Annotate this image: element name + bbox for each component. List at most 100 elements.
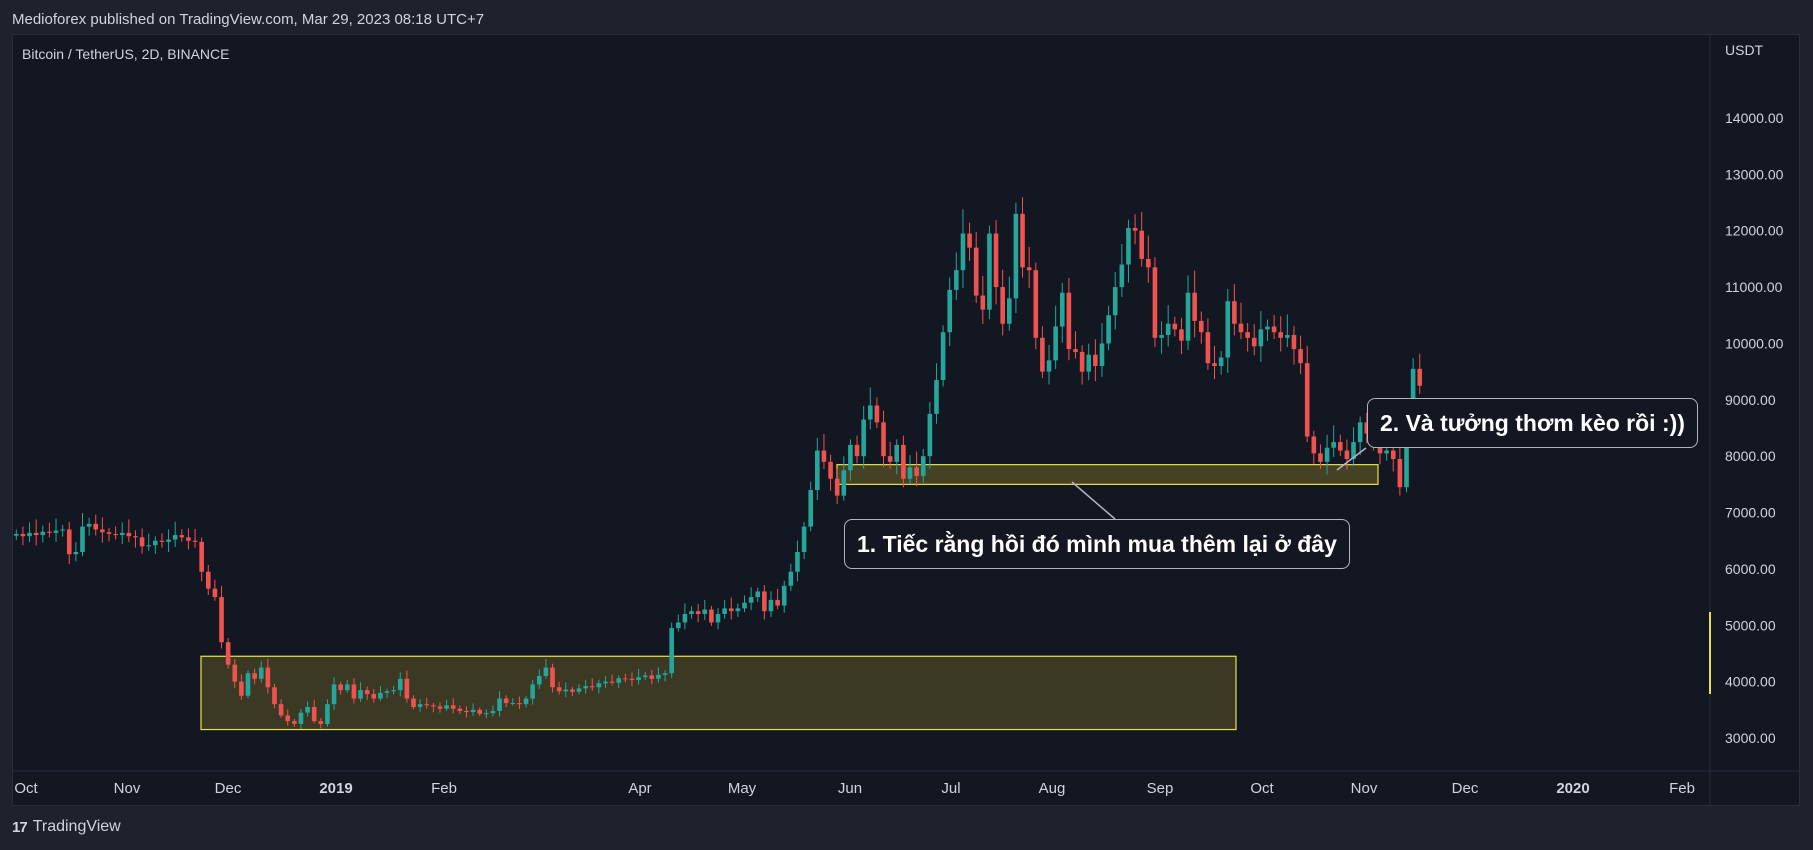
candle[interactable] bbox=[1271, 314, 1277, 340]
candle[interactable] bbox=[60, 524, 65, 537]
candle[interactable] bbox=[517, 696, 522, 710]
candle[interactable] bbox=[364, 686, 370, 701]
candle[interactable] bbox=[662, 670, 668, 682]
candle[interactable] bbox=[735, 603, 741, 618]
candle[interactable] bbox=[1232, 284, 1237, 336]
candle[interactable] bbox=[272, 683, 277, 709]
candle[interactable] bbox=[1265, 319, 1270, 341]
candle[interactable] bbox=[1046, 345, 1052, 385]
candle[interactable] bbox=[583, 679, 588, 694]
candle[interactable] bbox=[556, 681, 562, 695]
candle[interactable] bbox=[934, 363, 939, 424]
candle[interactable] bbox=[1139, 211, 1144, 267]
candle[interactable] bbox=[1331, 425, 1336, 457]
candle[interactable] bbox=[576, 684, 582, 695]
axis-currency-label[interactable]: USDT bbox=[1725, 42, 1764, 58]
candle[interactable] bbox=[795, 540, 800, 582]
candle[interactable] bbox=[728, 597, 734, 620]
candle[interactable] bbox=[616, 675, 622, 689]
candle[interactable] bbox=[1146, 235, 1151, 283]
candle[interactable] bbox=[205, 565, 211, 596]
candle[interactable] bbox=[133, 530, 138, 548]
candle[interactable] bbox=[192, 529, 198, 548]
candle[interactable] bbox=[232, 658, 238, 688]
candle[interactable] bbox=[371, 688, 377, 703]
candle[interactable] bbox=[1119, 243, 1125, 298]
candle[interactable] bbox=[1198, 311, 1204, 344]
candle[interactable] bbox=[1357, 416, 1363, 456]
candle[interactable] bbox=[1324, 434, 1330, 475]
candle[interactable] bbox=[596, 679, 602, 694]
candle[interactable] bbox=[166, 529, 171, 553]
candle[interactable] bbox=[1093, 339, 1098, 382]
candle[interactable] bbox=[1238, 302, 1244, 340]
candle[interactable] bbox=[159, 533, 165, 548]
candle[interactable] bbox=[510, 698, 516, 706]
candle[interactable] bbox=[1079, 345, 1085, 385]
candle[interactable] bbox=[1205, 318, 1211, 370]
candle[interactable] bbox=[1112, 272, 1118, 330]
candle[interactable] bbox=[126, 519, 132, 543]
candle[interactable] bbox=[1033, 262, 1039, 350]
candle[interactable] bbox=[1417, 353, 1423, 395]
candle[interactable] bbox=[828, 454, 833, 491]
candle[interactable] bbox=[1040, 326, 1045, 379]
candle[interactable] bbox=[563, 682, 569, 698]
candle[interactable] bbox=[682, 603, 688, 630]
candle[interactable] bbox=[543, 658, 549, 679]
candle[interactable] bbox=[318, 718, 324, 729]
candle[interactable] bbox=[119, 522, 125, 545]
candle[interactable] bbox=[815, 437, 820, 501]
candle[interactable] bbox=[1126, 219, 1131, 283]
candle[interactable] bbox=[1106, 305, 1111, 351]
candle[interactable] bbox=[258, 660, 264, 683]
candle[interactable] bbox=[967, 222, 972, 261]
candle[interactable] bbox=[1225, 289, 1231, 373]
candle[interactable] bbox=[1344, 439, 1350, 470]
candle[interactable] bbox=[1086, 343, 1092, 381]
candle[interactable] bbox=[239, 674, 244, 700]
candle[interactable] bbox=[629, 672, 635, 687]
candle[interactable] bbox=[1245, 322, 1250, 352]
candle[interactable] bbox=[874, 397, 880, 429]
candle[interactable] bbox=[1099, 323, 1105, 377]
candle[interactable] bbox=[245, 670, 251, 699]
candle[interactable] bbox=[437, 702, 443, 713]
candle[interactable] bbox=[20, 526, 26, 546]
candle[interactable] bbox=[113, 526, 118, 540]
candle[interactable] bbox=[325, 699, 330, 727]
candle[interactable] bbox=[1172, 316, 1178, 337]
candle[interactable] bbox=[411, 695, 416, 710]
candle[interactable] bbox=[153, 536, 158, 554]
candle[interactable] bbox=[821, 434, 827, 469]
candle[interactable] bbox=[219, 585, 224, 649]
candle[interactable] bbox=[1364, 412, 1370, 444]
candle[interactable] bbox=[881, 410, 886, 468]
candle[interactable] bbox=[40, 525, 46, 543]
candle[interactable] bbox=[1020, 197, 1025, 278]
candle[interactable] bbox=[1053, 305, 1058, 370]
candle[interactable] bbox=[397, 672, 403, 697]
candle[interactable] bbox=[1318, 444, 1323, 469]
candle[interactable] bbox=[331, 677, 337, 710]
candle[interactable] bbox=[603, 676, 608, 688]
candle[interactable] bbox=[894, 439, 900, 475]
candle[interactable] bbox=[424, 697, 430, 709]
candle[interactable] bbox=[901, 435, 906, 488]
candle[interactable] bbox=[1338, 434, 1343, 457]
candle[interactable] bbox=[1185, 275, 1191, 350]
candle[interactable] bbox=[490, 705, 496, 717]
candle[interactable] bbox=[14, 529, 19, 541]
candle[interactable] bbox=[669, 622, 674, 678]
candle[interactable] bbox=[1291, 325, 1297, 365]
candle[interactable] bbox=[477, 707, 482, 717]
candle[interactable] bbox=[1397, 444, 1403, 496]
candle[interactable] bbox=[73, 542, 79, 562]
candle[interactable] bbox=[954, 252, 959, 300]
candle[interactable] bbox=[1165, 305, 1171, 347]
candle[interactable] bbox=[1298, 335, 1303, 375]
candle[interactable] bbox=[623, 673, 628, 683]
candle[interactable] bbox=[1013, 202, 1019, 313]
candle[interactable] bbox=[530, 680, 535, 705]
candle[interactable] bbox=[431, 702, 436, 713]
